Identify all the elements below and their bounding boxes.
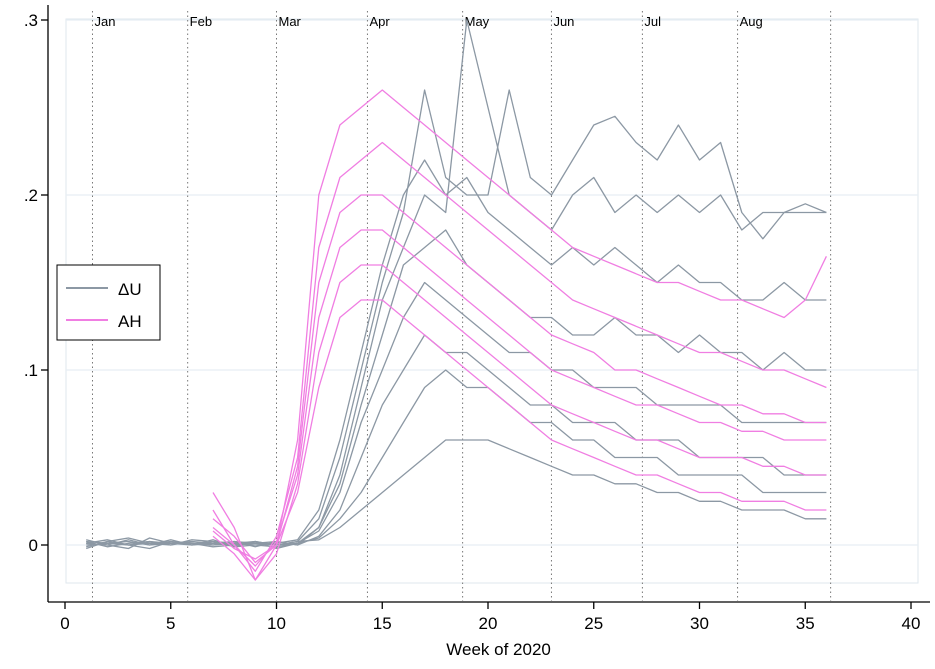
legend: ΔU AH bbox=[56, 264, 161, 341]
month-label: Aug bbox=[740, 14, 763, 29]
x-ticks: 0 5 10 15 20 25 30 35 40 bbox=[60, 602, 920, 633]
month-label: Jul bbox=[644, 14, 661, 29]
series-line-ah-12 bbox=[212, 264, 827, 581]
month-label: May bbox=[465, 14, 490, 29]
month-label: Apr bbox=[369, 14, 390, 29]
y-tick-label: 0 bbox=[29, 536, 38, 555]
series-line-du-2 bbox=[85, 159, 827, 550]
month-label: Mar bbox=[279, 14, 302, 29]
month-lines: Jan Feb Mar Apr May Jun Jul Aug bbox=[91, 11, 832, 601]
x-tick-label: 15 bbox=[373, 614, 392, 633]
y-ticks: 0 .1 .2 .3 bbox=[24, 11, 48, 555]
y-tick-label: .1 bbox=[24, 361, 38, 380]
x-tick-label: 0 bbox=[60, 614, 69, 633]
x-tick-label: 40 bbox=[902, 614, 921, 633]
x-tick-label: 25 bbox=[584, 614, 603, 633]
series-line-ah-11 bbox=[212, 229, 827, 567]
month-label: Jan bbox=[94, 14, 115, 29]
legend-label-du: ΔU bbox=[118, 280, 142, 299]
legend-box bbox=[56, 264, 161, 341]
legend-label-ah: AH bbox=[118, 312, 142, 331]
month-label: Jun bbox=[553, 14, 574, 29]
series-line-ah-8 bbox=[212, 89, 827, 581]
x-tick-label: 10 bbox=[267, 614, 286, 633]
series-line-ah-10 bbox=[212, 194, 827, 564]
series-line-ah-9 bbox=[212, 141, 827, 572]
x-tick-label: 5 bbox=[166, 614, 175, 633]
month-label: Feb bbox=[190, 14, 212, 29]
axes bbox=[47, 5, 930, 603]
x-tick-label: 20 bbox=[479, 614, 498, 633]
y-tick-label: .3 bbox=[24, 11, 38, 30]
x-tick-label: 30 bbox=[690, 614, 709, 633]
series-line-ah-13 bbox=[212, 299, 827, 560]
x-axis-title: Week of 2020 bbox=[446, 640, 551, 659]
x-tick-label: 35 bbox=[796, 614, 815, 633]
series-line-du-6 bbox=[86, 369, 827, 548]
series-layer bbox=[85, 19, 827, 581]
series-line-du-7 bbox=[86, 439, 827, 546]
y-tick-label: .2 bbox=[24, 186, 38, 205]
